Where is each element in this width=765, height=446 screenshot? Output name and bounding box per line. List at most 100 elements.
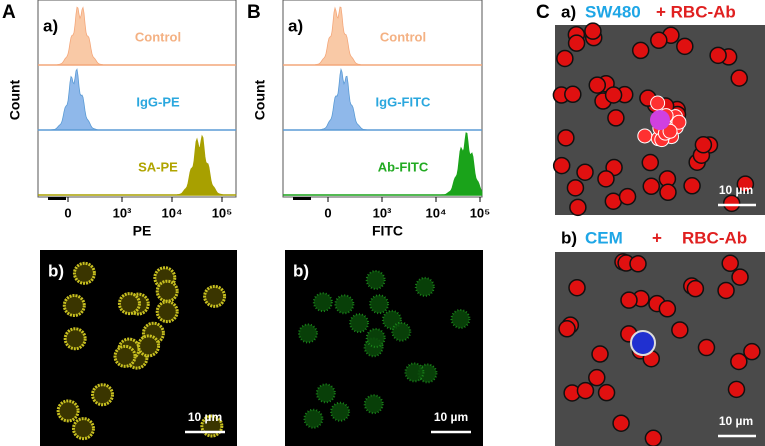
sub-label: b) [561, 228, 577, 247]
cell [155, 300, 179, 324]
cell [62, 294, 86, 318]
cell [137, 334, 161, 358]
rbc [604, 86, 623, 104]
rbc [686, 279, 705, 298]
rbc [721, 254, 739, 273]
rbc [612, 414, 630, 432]
scale-label: 10 µm [434, 410, 468, 424]
rbc [659, 183, 677, 202]
rbc [694, 136, 713, 154]
scale-label: 10 µm [719, 414, 753, 428]
x-tick-label: 10³ [373, 205, 392, 220]
rbc [637, 128, 653, 144]
axis-marker [293, 197, 311, 200]
cell [72, 261, 96, 285]
rbc [564, 85, 582, 104]
rbc [650, 95, 666, 111]
cell-line: SW480 [585, 2, 641, 21]
row-name: IgG-FITC [376, 94, 431, 109]
row-name: Ab-FITC [378, 159, 429, 174]
rbc [607, 109, 625, 127]
cell [349, 313, 370, 334]
rbc [556, 49, 574, 68]
rbc [676, 37, 694, 56]
cell [315, 383, 336, 404]
target-cell [630, 330, 656, 356]
rbc [722, 194, 741, 213]
rbc [671, 114, 687, 130]
scale-label: 10 µm [188, 410, 222, 424]
rbc [584, 22, 602, 40]
rbc [631, 41, 650, 60]
rbc [671, 321, 689, 339]
rbc [620, 291, 638, 309]
cell [117, 292, 141, 316]
cell [303, 408, 324, 429]
rbc [569, 198, 587, 217]
cell [330, 401, 351, 422]
x-tick-label: 10⁴ [162, 205, 183, 220]
reagent: RBC-Ab [682, 228, 747, 247]
cell [404, 362, 425, 383]
rbc [743, 342, 761, 361]
x-tick-label: 10³ [113, 205, 132, 220]
cell [369, 294, 390, 315]
rbc [597, 170, 615, 188]
panel-label: C [536, 2, 550, 23]
x-tick-label: 0 [64, 205, 71, 220]
sub-label: a) [561, 2, 576, 21]
cell [298, 323, 319, 344]
sub-label: a) [43, 16, 58, 35]
rbc [717, 281, 735, 300]
cell [56, 399, 80, 423]
rbc [731, 268, 749, 286]
rbc [736, 175, 755, 193]
y-axis-label: Count [252, 79, 268, 120]
x-tick-label: 10⁵ [212, 205, 233, 220]
rbc [629, 255, 647, 273]
target-cell [650, 110, 670, 130]
cell [365, 269, 386, 290]
rbc [697, 338, 716, 357]
scale-label: 10 µm [719, 183, 753, 197]
rbc [591, 345, 609, 363]
rbc [730, 352, 748, 371]
x-tick-label: 0 [324, 205, 331, 220]
rbc [576, 381, 595, 400]
cell [391, 321, 412, 342]
cell [450, 308, 471, 329]
cell-line: CEM [585, 228, 623, 247]
sub-label: b) [293, 261, 309, 280]
row-name: IgG-PE [136, 94, 180, 109]
sub-label: b) [48, 261, 64, 280]
rbc [641, 153, 660, 172]
cell [312, 292, 333, 313]
rbc [588, 368, 606, 387]
rbc [558, 320, 576, 338]
x-axis-label: PE [133, 223, 152, 239]
cell [417, 363, 438, 384]
rbc [658, 300, 677, 318]
cell [414, 276, 435, 297]
rbc [576, 163, 594, 181]
row-name: Control [135, 29, 181, 44]
cell [365, 327, 386, 348]
cell [63, 327, 87, 351]
rbc [727, 380, 746, 399]
y-axis-label: Count [7, 79, 23, 120]
cell [71, 417, 95, 441]
rbc [709, 46, 727, 65]
histogram-frame [37, 0, 237, 198]
panel-label: B [247, 2, 261, 23]
rbc [552, 156, 571, 175]
x-tick-label: 10⁵ [470, 205, 491, 220]
histogram-peak [38, 134, 236, 196]
x-axis-label: FITC [372, 223, 403, 239]
sub-label: a) [288, 16, 303, 35]
reagent: + RBC-Ab [656, 2, 736, 21]
cell [113, 344, 137, 368]
plus: + [652, 228, 662, 247]
rbc [618, 187, 637, 206]
